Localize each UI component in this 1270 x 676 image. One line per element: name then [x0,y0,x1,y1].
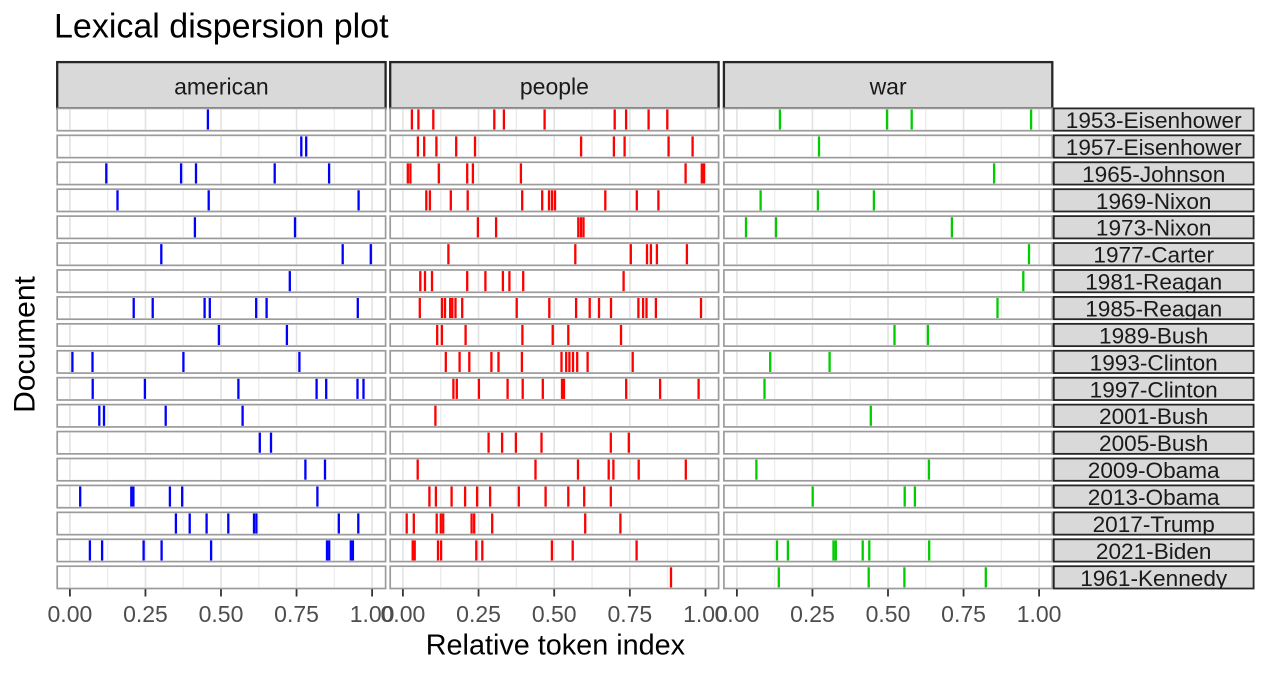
svg-text:1973-Nixon: 1973-Nixon [1096,216,1212,241]
svg-text:1985-Reagan: 1985-Reagan [1085,297,1222,322]
svg-text:0.25: 0.25 [790,601,835,627]
svg-text:0.00: 0.00 [381,601,426,627]
svg-text:2017-Trump: 2017-Trump [1093,512,1215,537]
svg-text:1993-Clinton: 1993-Clinton [1090,350,1218,375]
svg-text:0.75: 0.75 [941,601,986,627]
svg-text:1957-Eisenhower: 1957-Eisenhower [1066,135,1242,160]
svg-text:1977-Carter: 1977-Carter [1093,243,1214,268]
svg-text:0.75: 0.75 [607,601,652,627]
svg-text:1.00: 1.00 [350,601,395,627]
svg-text:2021-Biden: 2021-Biden [1096,539,1212,564]
svg-text:1.00: 1.00 [683,601,728,627]
svg-text:1953-Eisenhower: 1953-Eisenhower [1066,108,1242,133]
svg-text:Document: Document [9,275,42,412]
svg-text:war: war [869,73,907,99]
svg-text:0.00: 0.00 [715,601,760,627]
svg-text:1969-Nixon: 1969-Nixon [1096,189,1212,214]
svg-text:Relative token index: Relative token index [426,630,686,662]
svg-text:people: people [520,73,589,99]
svg-text:0.75: 0.75 [274,601,319,627]
svg-text:2009-Obama: 2009-Obama [1088,458,1220,483]
svg-text:0.50: 0.50 [866,601,911,627]
svg-text:1981-Reagan: 1981-Reagan [1085,270,1222,295]
svg-text:Lexical dispersion plot: Lexical dispersion plot [54,7,389,45]
svg-text:1965-Johnson: 1965-Johnson [1082,162,1225,187]
svg-text:2001-Bush: 2001-Bush [1099,404,1208,429]
svg-text:0.25: 0.25 [456,601,501,627]
svg-text:0.50: 0.50 [199,601,244,627]
svg-text:2005-Bush: 2005-Bush [1099,431,1208,456]
svg-text:0.00: 0.00 [48,601,93,627]
svg-text:0.25: 0.25 [123,601,168,627]
svg-text:2013-Obama: 2013-Obama [1088,485,1220,510]
svg-text:1.00: 1.00 [1017,601,1062,627]
svg-text:american: american [174,73,269,99]
svg-text:0.50: 0.50 [532,601,577,627]
svg-text:1961-Kennedy: 1961-Kennedy [1080,566,1228,591]
svg-text:1989-Bush: 1989-Bush [1099,323,1208,348]
svg-text:1997-Clinton: 1997-Clinton [1090,377,1218,402]
